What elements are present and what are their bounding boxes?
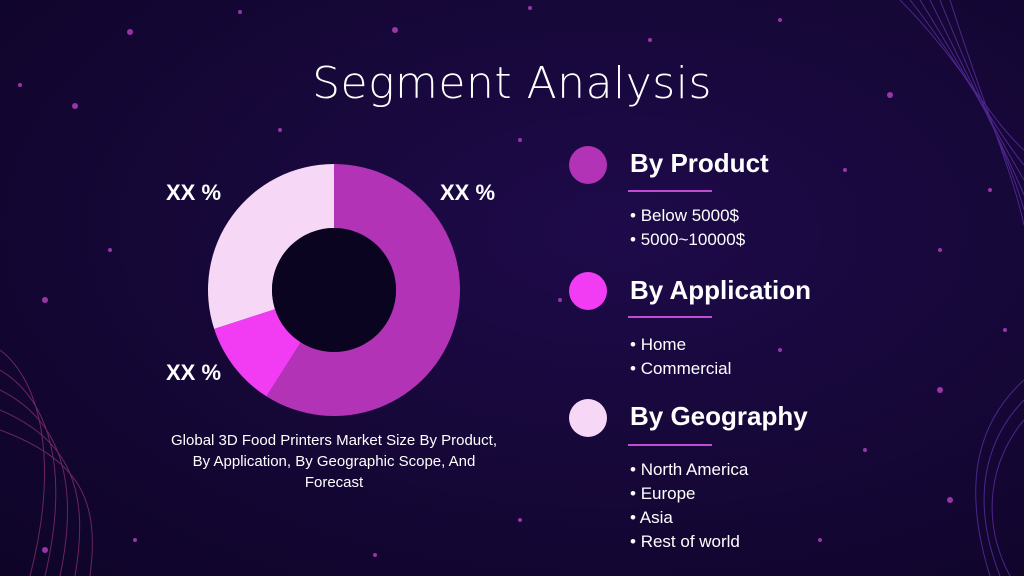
- donut-chart: [208, 164, 460, 416]
- list-item: Home: [630, 333, 731, 357]
- list-item: 5000~10000$: [630, 228, 745, 252]
- product-segment-list: Below 5000$ 5000~10000$: [630, 204, 745, 252]
- geography-segment-heading: By Geography: [630, 401, 808, 431]
- application-segment-list: Home Commercial: [630, 333, 732, 381]
- product-segment-dot: [569, 146, 607, 184]
- list-item: Commercial: [630, 357, 732, 381]
- list-item: Europe: [630, 482, 748, 506]
- donut-slice-2: [214, 309, 301, 397]
- page-title: Segment Analysis: [312, 58, 712, 109]
- slice-label-3: XX %: [166, 180, 222, 205]
- application-segment-underline: [628, 316, 712, 318]
- slice-label-2: XX %: [166, 360, 222, 385]
- slice-label-1: XX %: [440, 180, 496, 205]
- donut-slice-1: [266, 164, 460, 416]
- application-segment-heading: By Application: [630, 275, 812, 305]
- product-segment-underline: [628, 190, 712, 192]
- chart-caption: Global 3D Food Printers Market Size By P…: [171, 432, 497, 491]
- donut-hole: [272, 228, 396, 352]
- geography-segment-underline: [628, 444, 712, 446]
- geography-segment-dot: [569, 399, 607, 437]
- list-item: Below 5000$: [630, 204, 745, 228]
- geography-segment-list: North America Europe Asia Rest of world: [630, 458, 749, 554]
- application-segment-dot: [569, 272, 607, 310]
- donut-slice-3: [208, 164, 334, 329]
- list-item: Rest of world: [630, 530, 748, 554]
- list-item: Asia: [630, 506, 748, 530]
- list-item: North America: [630, 458, 749, 482]
- product-segment-heading: By Product: [630, 148, 769, 178]
